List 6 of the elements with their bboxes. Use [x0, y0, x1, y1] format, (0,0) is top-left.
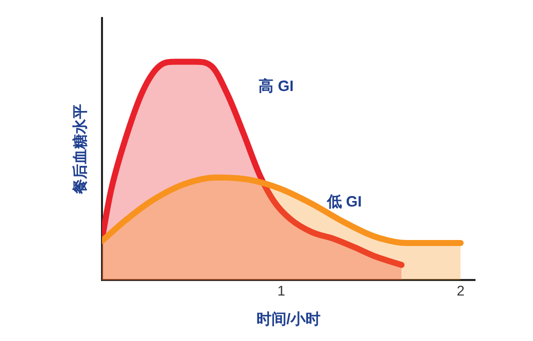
x-tick-label: 2	[456, 282, 465, 298]
series-label: 高 GI	[258, 76, 294, 95]
y-axis-title: 餐后血糖水平	[72, 104, 90, 196]
x-axis-title: 时间/小时	[256, 311, 321, 328]
x-tick-label: 1	[277, 282, 286, 298]
series-label: 低 GI	[326, 194, 362, 211]
